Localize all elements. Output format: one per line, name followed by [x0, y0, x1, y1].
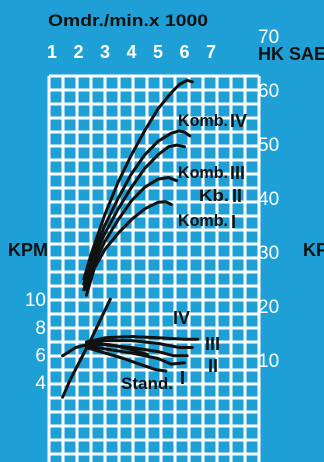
label-komb-iii-text: Komb. [178, 163, 228, 182]
label-komb-iii: Komb. III [178, 163, 245, 183]
power-curve [82, 78, 194, 281]
top-axis-tick: 3 [100, 42, 110, 62]
right-axis-ticks: 70 60 50 40 30 20 10 [258, 27, 279, 372]
top-axis-tick: 4 [126, 42, 136, 62]
power-curve [82, 143, 186, 292]
top-axis-tick: 5 [153, 42, 163, 62]
left-axis-ticks: 10 8 6 4 [25, 290, 47, 394]
label-komb-iv: Komb. IV [178, 111, 247, 131]
torque-curve [84, 335, 200, 344]
label-kb-ii: Kb. II [199, 186, 242, 206]
label-kb-ii-numeral: II [232, 186, 242, 206]
top-axis-tick: 7 [206, 42, 216, 62]
top-axis-tick: 2 [73, 42, 83, 62]
label-stand: Stand. [121, 374, 173, 393]
top-axis-tick: 1 [47, 42, 57, 62]
label-komb-iv-text: Komb. [178, 111, 228, 130]
right-axis-tick: 50 [258, 135, 279, 156]
right-axis-tick: 60 [258, 81, 279, 102]
curves [61, 78, 200, 399]
right-edge-label: KP [303, 240, 324, 260]
power-curve [84, 176, 179, 292]
label-iv: IV [173, 308, 190, 328]
label-komb-i-text: Komb. [178, 211, 228, 230]
label-komb-iv-numeral: IV [230, 111, 247, 131]
label-komb-i-numeral: I [231, 212, 236, 232]
right-axis-tick: 70 [258, 27, 279, 48]
left-axis-tick: 10 [25, 290, 46, 311]
extra-curve [61, 341, 149, 358]
label-ii: II [208, 356, 218, 376]
extra-curve [61, 297, 112, 399]
left-axis-tick: 4 [35, 373, 46, 394]
left-axis-tick: 8 [35, 318, 46, 339]
left-axis-label: KPM [8, 240, 48, 260]
left-axis-tick: 6 [35, 345, 46, 366]
right-axis-tick: 30 [258, 243, 279, 264]
right-axis-tick: 40 [258, 189, 279, 210]
label-i: I [180, 368, 185, 388]
power-curve [82, 129, 192, 286]
label-komb-iii-numeral: III [230, 163, 245, 183]
right-axis-label: HK SAE [258, 44, 324, 64]
power-curve [84, 200, 173, 297]
top-axis-label: Omdr./min.x 1000 [48, 11, 208, 30]
label-iii: III [205, 334, 220, 354]
right-axis-tick: 20 [258, 297, 279, 318]
torque-curve [84, 346, 168, 373]
torque-curve [84, 344, 186, 366]
top-axis-tick: 6 [179, 42, 189, 62]
label-komb-i: Komb. I [178, 211, 236, 232]
label-kb-ii-text: Kb. [199, 186, 229, 205]
right-axis-tick: 10 [258, 351, 279, 372]
torque-curve [84, 339, 194, 349]
